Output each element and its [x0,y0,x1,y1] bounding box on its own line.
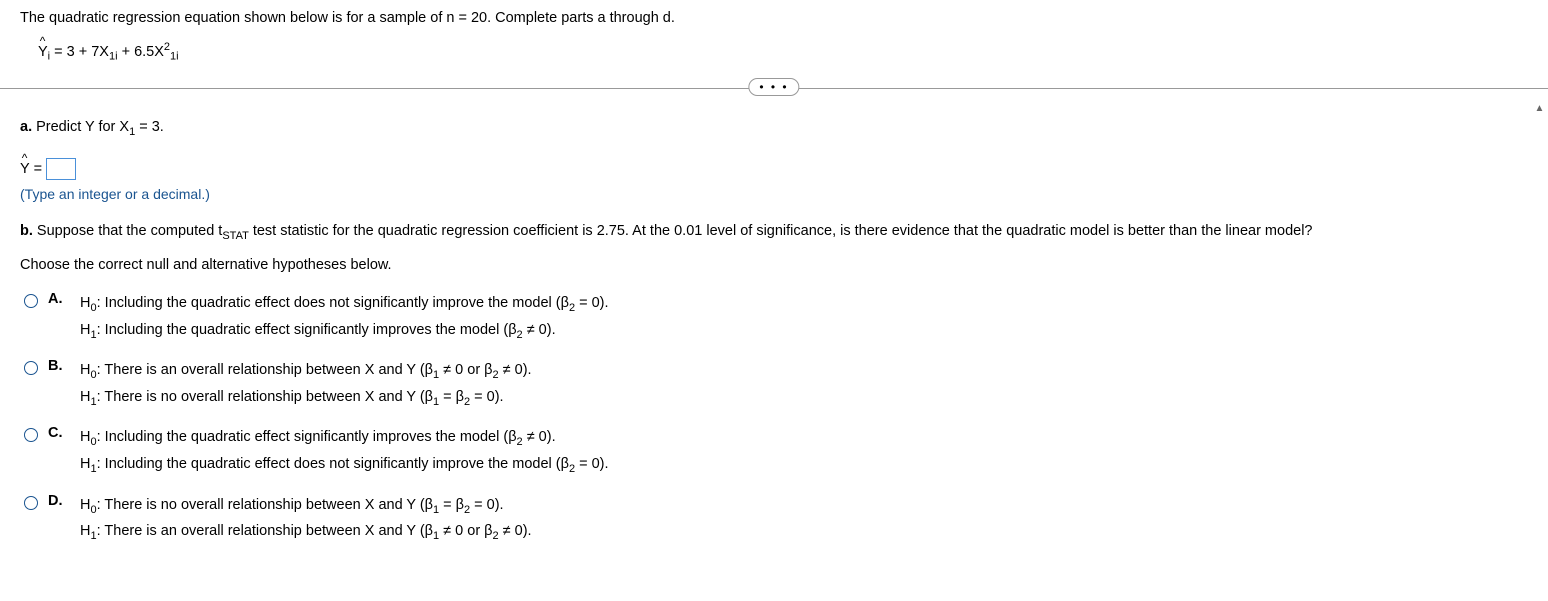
scroll-up-icon: ▲ [1532,101,1547,116]
part-a-label: a. [20,119,32,135]
scroll-area[interactable]: ▲ a. Predict Y for X1 = 3. Y = (Type an … [0,99,1548,559]
y-hat-symbol: Y [20,161,30,177]
radio-c[interactable] [24,428,38,442]
option-a-body: H0: Including the quadratic effect does … [80,291,609,344]
content: a. Predict Y for X1 = 3. Y = (Type an in… [0,99,1548,559]
option-b-body: H0: There is an overall relationship bet… [80,358,532,411]
answer-input[interactable] [46,158,76,180]
radio-d[interactable] [24,496,38,510]
option-d: D. H0: There is no overall relationship … [20,493,1528,546]
options-list: A. H0: Including the quadratic effect do… [20,291,1528,546]
part-b-label: b. [20,223,33,239]
option-c-label: C. [48,425,70,441]
option-a: A. H0: Including the quadratic effect do… [20,291,1528,344]
radio-b[interactable] [24,361,38,375]
radio-a[interactable] [24,294,38,308]
answer-line: Y = [20,158,1528,180]
option-b-label: B. [48,358,70,374]
choose-prompt: Choose the correct null and alternative … [20,257,1528,273]
problem-header: The quadratic regression equation shown … [0,0,1548,78]
option-c: C. H0: Including the quadratic effect si… [20,425,1528,478]
part-b: b. Suppose that the computed tSTAT test … [20,220,1528,245]
regression-equation: Yi = 3 + 7X1i + 6.5X21i [38,41,1528,63]
divider-container: • • • [0,88,1548,89]
problem-intro: The quadratic regression equation shown … [20,10,1528,26]
option-d-body: H0: There is no overall relationship bet… [80,493,532,546]
option-a-label: A. [48,291,70,307]
input-hint: (Type an integer or a decimal.) [20,186,1528,202]
option-b: B. H0: There is an overall relationship … [20,358,1528,411]
option-d-label: D. [48,493,70,509]
option-c-body: H0: Including the quadratic effect signi… [80,425,609,478]
part-a: a. Predict Y for X1 = 3. [20,119,1528,138]
expand-button[interactable]: • • • [748,78,799,96]
